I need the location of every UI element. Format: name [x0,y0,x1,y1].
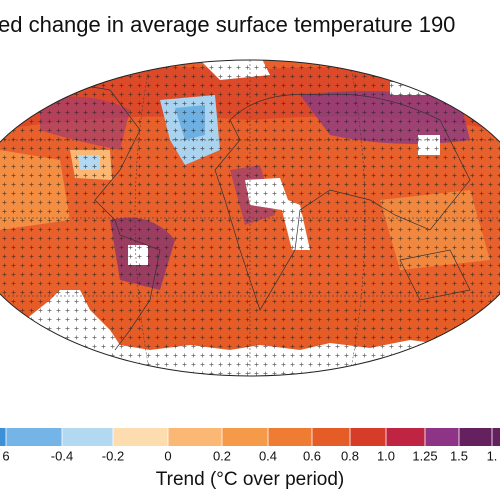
colorbar-swatch [62,428,114,446]
colorbar-swatch [425,428,460,446]
colorbar-label: -0.4 [51,448,73,463]
colorbar-swatch [268,428,313,446]
colorbar-label: 0 [164,448,171,463]
colorbar-swatch [222,428,269,446]
colorbar-label: 6 [2,448,9,463]
colorbar-label: 0.6 [303,448,321,463]
colorbar-swatch [168,428,223,446]
colorbar-label: 1.0 [377,448,395,463]
colorbar-swatch [312,428,351,446]
colorbar-swatch [386,428,426,446]
map-title: ed change in average surface temperature… [0,12,455,37]
colorbar-label: 0.8 [341,448,359,463]
colorbar-label: 1.25 [412,448,437,463]
colorbar-label: 1. [487,448,498,463]
colorbar-swatch [350,428,387,446]
colorbar-label: -0.2 [102,448,124,463]
colorbar-swatch [113,428,169,446]
colorbar-label: 1.5 [450,448,468,463]
temperature-map [0,60,500,376]
colorbar-swatch [459,428,493,446]
colorbar-label: 0.4 [259,448,277,463]
colorbar: 6 -0.4 -0.2 0 0.2 0.4 0.6 0.8 1.0 1.25 1.5 1. [0,428,500,463]
colorbar-swatch [0,428,7,446]
colorbar-label: 0.2 [213,448,231,463]
map-outline [0,59,500,377]
colorbar-swatch [492,428,500,446]
colorbar-swatch [6,428,63,446]
colorbar-title: Trend (°C over period) [156,469,345,490]
